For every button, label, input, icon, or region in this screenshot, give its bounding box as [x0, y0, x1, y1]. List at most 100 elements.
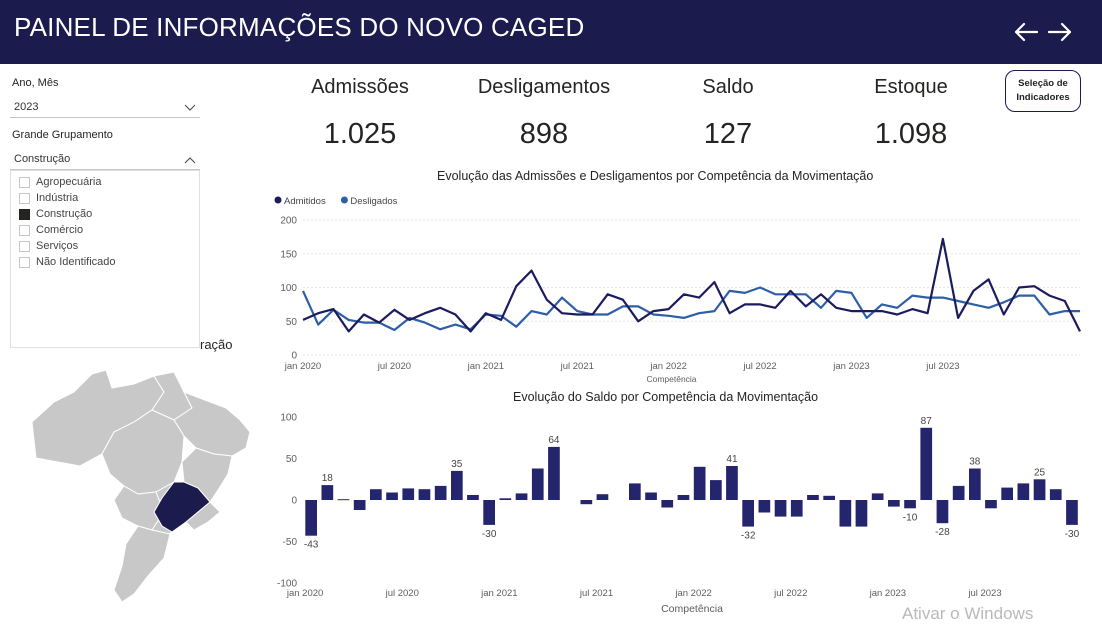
list-item-label: Construção	[36, 208, 93, 220]
page-title: PAINEL DE INFORMAÇÕES DO NOVO CAGED	[14, 12, 585, 42]
forward-arrow-icon[interactable]	[1046, 18, 1074, 46]
x-tick-label: jul 2023	[925, 361, 959, 372]
windows-activation-watermark: Ativar o Windows	[902, 604, 1034, 623]
bar-data-label: -10	[903, 512, 918, 523]
list-item-label: Serviços	[36, 240, 79, 252]
bar-data-label: 41	[726, 454, 738, 465]
list-item-label: Não Identificado	[36, 256, 116, 268]
x-tick-label: jul 2023	[967, 588, 1001, 599]
bar	[839, 500, 852, 527]
x-tick-label: jan 2020	[286, 588, 323, 599]
bar	[483, 500, 495, 525]
x-tick-label: jul 2021	[560, 361, 594, 372]
bar	[451, 470, 463, 500]
bar	[985, 500, 997, 509]
bar	[726, 466, 738, 500]
bar	[321, 485, 334, 500]
y-tick-label: -50	[283, 537, 298, 548]
bar-data-label: -28	[935, 527, 950, 538]
x-tick-label: jul 2021	[579, 588, 613, 599]
kpi-saldo-value: 127	[703, 118, 753, 150]
x-axis-label: Competência	[661, 603, 723, 615]
bar	[386, 492, 398, 500]
legend-marker	[274, 196, 282, 204]
x-axis-label: Competência	[646, 374, 696, 384]
bar	[855, 500, 868, 527]
kpi-saldo-label: Saldo	[702, 76, 754, 98]
x-tick-label: jan 2021	[480, 588, 517, 599]
checkbox[interactable]	[19, 225, 30, 236]
kpi-estoque-value: 1.098	[874, 118, 948, 150]
group-options-list: Agropecuária Indústria Construção Comérc…	[10, 170, 200, 348]
bar	[677, 495, 690, 500]
map-caption: ração	[200, 337, 233, 352]
line-chart[interactable]: Admitidos Desligados 0 50 100 150 200 jan 2020 j…	[270, 190, 1100, 386]
y-tick-label: 50	[286, 317, 298, 328]
period-filter-label: Ano, Mês	[12, 77, 59, 89]
chevron-down-icon	[184, 104, 196, 111]
legend-marker	[340, 196, 348, 204]
back-arrow-icon[interactable]	[1012, 18, 1040, 46]
bar	[499, 498, 512, 500]
legend-label: Admitidos	[284, 196, 326, 207]
bar-data-label: -30	[1065, 529, 1080, 540]
map-region-minas-gerais	[153, 481, 211, 533]
bar-data-label: -32	[741, 531, 756, 542]
bar	[952, 485, 965, 500]
x-tick-label: jul 2022	[742, 361, 776, 372]
indicator-selection-button[interactable]: Seleção de Indicadores	[1005, 70, 1081, 112]
bar	[758, 500, 771, 513]
group-filter-label: Grande Grupamento	[12, 129, 113, 141]
bar	[370, 489, 382, 500]
group-dropdown-value: Construção	[14, 153, 71, 165]
bar	[710, 480, 722, 500]
checkbox[interactable]	[19, 241, 30, 252]
y-tick-label: 150	[280, 249, 297, 260]
bar-data-label: 87	[921, 416, 933, 427]
period-dropdown-value: 2023	[14, 101, 39, 113]
bar	[807, 495, 819, 500]
x-tick-label: jan 2022	[674, 588, 711, 599]
series-line-desligados	[301, 286, 1080, 332]
checkbox-checked[interactable]	[19, 209, 30, 220]
chevron-up-icon	[184, 157, 196, 164]
bar	[531, 468, 544, 500]
map-region-south	[113, 525, 171, 603]
bar	[969, 468, 981, 500]
bar	[353, 500, 366, 510]
bar	[742, 500, 754, 527]
bar	[515, 493, 528, 500]
bar	[645, 492, 657, 500]
x-tick-label: jan 2021	[467, 361, 504, 372]
y-tick-label: 0	[291, 496, 297, 507]
checkbox[interactable]	[19, 257, 30, 268]
kpi-desligamentos-value: 898	[519, 118, 569, 150]
bar	[1066, 500, 1078, 525]
checkbox[interactable]	[19, 193, 30, 204]
bar-data-label: 18	[322, 473, 334, 484]
x-tick-label: jan 2023	[832, 361, 869, 372]
bar-data-label: 35	[451, 459, 463, 470]
group-dropdown[interactable]: Construção	[10, 150, 200, 170]
kpi-estoque-label: Estoque	[874, 76, 948, 98]
bar	[871, 493, 884, 500]
bar	[693, 466, 706, 500]
y-tick-label: 200	[280, 216, 297, 227]
bar	[823, 495, 835, 500]
bar	[1017, 483, 1030, 500]
bar-chart[interactable]: -100 -50 0 50 100 -43 18 35 -30 64 41 -32 -10 87 -28 38…	[270, 405, 1100, 617]
bar	[1033, 479, 1046, 501]
bar	[936, 500, 949, 524]
y-tick-label: 0	[291, 351, 297, 362]
period-dropdown[interactable]: 2023	[10, 98, 200, 118]
bar	[774, 500, 787, 517]
bar	[580, 500, 593, 505]
bar	[596, 494, 609, 500]
checkbox[interactable]	[19, 177, 30, 188]
bar-data-label: 64	[548, 435, 560, 446]
bar-chart-title: Evolução do Saldo por Competência da Mov…	[513, 390, 819, 404]
legend-label: Desligados	[350, 196, 397, 207]
brazil-map[interactable]	[14, 362, 254, 604]
bar	[629, 483, 641, 500]
x-tick-label: jan 2023	[869, 588, 906, 599]
